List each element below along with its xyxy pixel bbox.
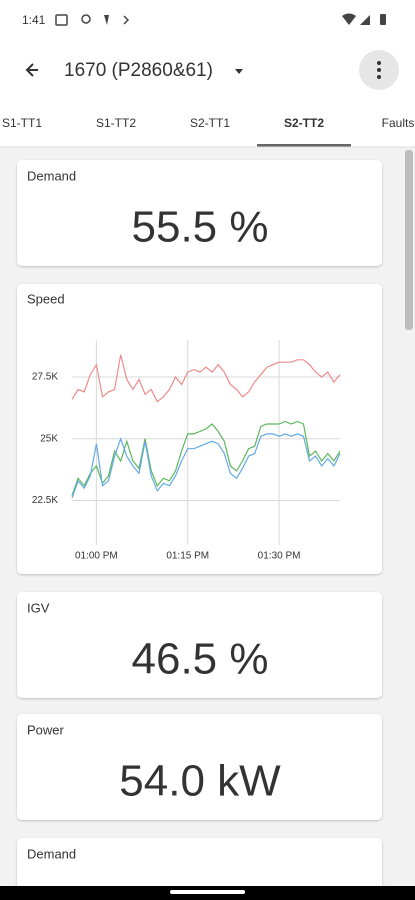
chart-card (17, 284, 382, 574)
y-tick-label: 22.5K (32, 495, 58, 506)
series-line (71, 354, 341, 403)
x-tick-label: 01:30 PM (258, 551, 301, 562)
scrollbar (405, 150, 413, 330)
app-title[interactable]: 1670 (P2860&61) (64, 60, 213, 81)
series-line (71, 420, 341, 496)
tab[interactable]: S1-TT1 (2, 116, 42, 130)
tab[interactable]: S2-TT1 (190, 116, 230, 130)
tab-indicator (257, 144, 351, 147)
card-value: 54.0 kW (119, 757, 281, 806)
series-line (71, 433, 341, 499)
title-dropdown[interactable] (235, 69, 243, 74)
partial-card (17, 838, 382, 898)
card-value: 46.5 % (132, 635, 269, 684)
status-icons (55, 13, 386, 26)
chart-title: Speed (27, 291, 65, 306)
metric-card (17, 714, 382, 820)
overflow-menu[interactable] (359, 50, 399, 90)
tab[interactable]: S1-TT2 (96, 116, 136, 130)
tab[interactable]: S2-TT2 (284, 116, 324, 130)
card-label: IGV (27, 600, 50, 615)
card-label: Demand (27, 846, 76, 861)
status-time: 1:41 (22, 13, 46, 27)
back-button[interactable] (25, 63, 38, 77)
card-label: Demand (27, 168, 76, 183)
x-tick-label: 01:15 PM (166, 551, 209, 562)
y-tick-label: 25K (40, 433, 58, 444)
tab[interactable]: Faults (382, 116, 415, 130)
card-label: Power (27, 722, 65, 737)
metric-card (17, 592, 382, 698)
y-tick-label: 27.5K (32, 372, 58, 383)
home-indicator[interactable] (170, 890, 245, 894)
x-tick-label: 01:00 PM (75, 551, 118, 562)
metric-card (17, 160, 382, 266)
card-value: 55.5 % (132, 203, 269, 252)
